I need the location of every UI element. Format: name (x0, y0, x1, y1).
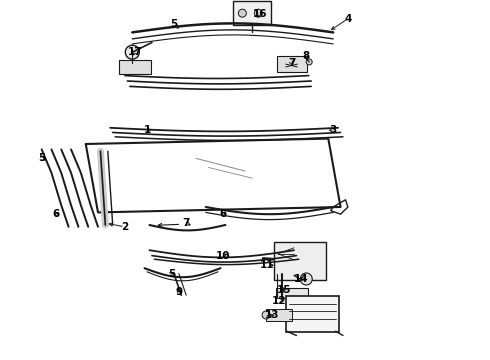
Text: 11: 11 (260, 260, 274, 270)
Text: 3: 3 (330, 125, 337, 135)
Text: 1: 1 (144, 125, 150, 135)
FancyBboxPatch shape (286, 296, 339, 332)
Circle shape (254, 9, 262, 17)
Circle shape (262, 311, 270, 319)
Text: 16: 16 (252, 9, 267, 19)
FancyBboxPatch shape (274, 242, 326, 280)
FancyBboxPatch shape (266, 309, 293, 321)
FancyBboxPatch shape (119, 60, 151, 73)
Text: 4: 4 (344, 14, 352, 24)
Text: 13: 13 (265, 310, 279, 320)
FancyBboxPatch shape (276, 288, 308, 298)
Text: 5: 5 (171, 19, 177, 30)
Text: 5: 5 (38, 153, 45, 163)
FancyBboxPatch shape (233, 1, 271, 25)
Circle shape (300, 273, 312, 285)
Text: 6: 6 (53, 209, 60, 219)
Circle shape (306, 59, 312, 65)
Text: 6: 6 (220, 209, 226, 219)
Text: 17: 17 (127, 47, 142, 57)
Text: 5: 5 (168, 269, 175, 279)
FancyBboxPatch shape (276, 55, 307, 72)
Text: 7: 7 (182, 218, 190, 228)
Circle shape (238, 9, 246, 17)
Text: 8: 8 (303, 51, 310, 61)
Text: 12: 12 (272, 296, 287, 306)
Circle shape (125, 45, 139, 59)
Text: 15: 15 (277, 285, 292, 295)
Text: 7: 7 (288, 58, 295, 68)
Text: 2: 2 (122, 222, 128, 232)
Text: 14: 14 (294, 274, 309, 284)
Text: 10: 10 (216, 251, 230, 261)
Text: 9: 9 (175, 287, 182, 297)
